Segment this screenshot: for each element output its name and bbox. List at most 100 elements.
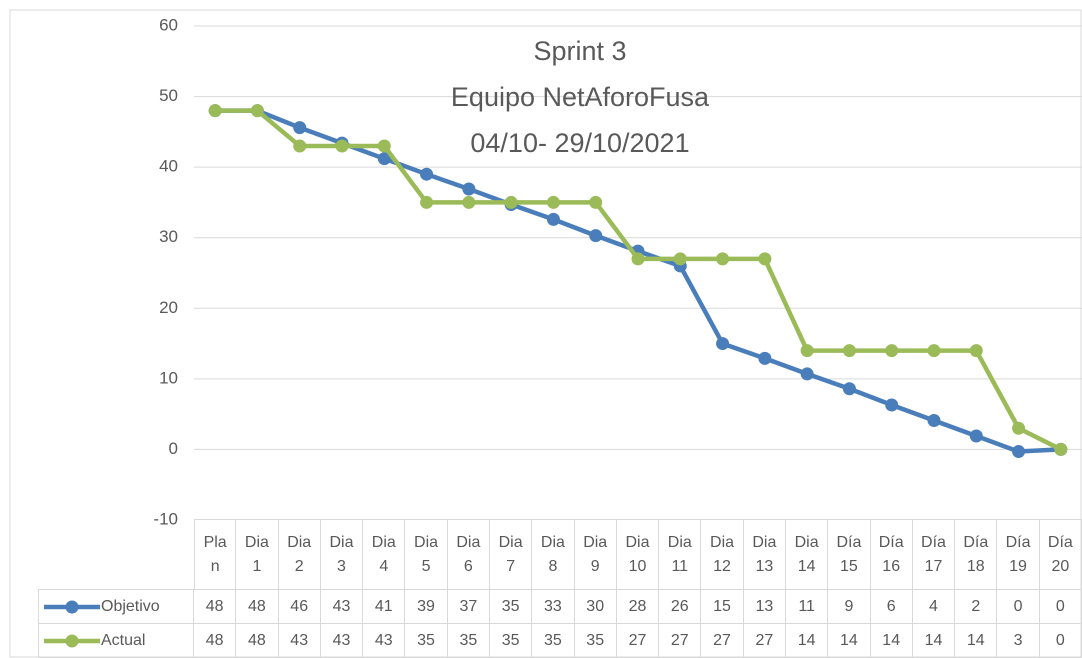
data-point	[631, 252, 645, 266]
table-value: 35	[405, 624, 448, 658]
x-tick-label: Día 15	[828, 520, 871, 590]
table-top-border	[38, 589, 194, 590]
table-value: 35	[532, 624, 575, 658]
table-value: 43	[278, 624, 321, 658]
table-value: 33	[532, 590, 575, 624]
y-tick-label: -10	[153, 509, 178, 528]
x-tick-label: Dia 12	[701, 520, 744, 590]
x-tick-label: Dia 14	[786, 520, 829, 590]
x-tick-label: Día 20	[1039, 520, 1082, 590]
table-value: 9	[828, 590, 871, 624]
x-tick-label: Dia 13	[743, 520, 786, 590]
data-point	[842, 344, 856, 358]
x-tick-label: Dia 8	[532, 520, 575, 590]
x-tick-label: Dia 1	[236, 520, 279, 590]
table-value: 43	[363, 624, 406, 658]
data-point	[885, 398, 899, 412]
table-value: 14	[955, 624, 998, 658]
x-tick-label: Dia 4	[363, 520, 406, 590]
data-point	[758, 252, 772, 266]
table-value: 35	[490, 624, 533, 658]
chart-title: Sprint 3	[533, 36, 626, 66]
table-value: 15	[701, 590, 744, 624]
table-value: 35	[574, 624, 617, 658]
data-point	[716, 337, 730, 351]
series-line	[215, 108, 1061, 454]
data-point	[462, 182, 476, 196]
x-tick-label: Dia 5	[405, 520, 448, 590]
data-point	[927, 344, 941, 358]
table-value: 14	[870, 624, 913, 658]
data-point	[420, 195, 434, 209]
table-top-border	[194, 519, 1082, 520]
data-point	[1012, 421, 1026, 435]
x-tick-label: Dia 3	[320, 520, 364, 590]
table-value: 37	[447, 590, 490, 624]
data-point	[589, 229, 603, 243]
table-value: 0	[1039, 590, 1082, 624]
y-tick-label: 10	[159, 368, 178, 387]
table-value: 39	[405, 590, 448, 624]
data-point	[1054, 442, 1068, 456]
x-tick-label: Dia 11	[659, 520, 702, 590]
data-point	[546, 212, 560, 226]
data-point	[969, 344, 983, 358]
table-value: 46	[278, 590, 321, 624]
table-value: 35	[447, 624, 490, 658]
table-value: 0	[997, 590, 1040, 624]
data-point	[293, 139, 307, 153]
y-tick-label: 20	[159, 298, 178, 317]
data-point	[546, 195, 560, 209]
table-value: 35	[490, 590, 533, 624]
data-point	[462, 195, 476, 209]
data-point	[927, 413, 941, 427]
x-tick-label: Plan	[194, 520, 237, 590]
data-point	[842, 382, 856, 396]
table-value: 48	[236, 624, 279, 658]
x-tick-label: Dia 10	[616, 520, 660, 590]
table-value: 30	[574, 590, 617, 624]
x-tick-label: Dia 6	[447, 520, 490, 590]
x-tick-label: Día 19	[997, 520, 1040, 590]
table-value: 6	[870, 590, 913, 624]
legend-marker	[65, 634, 79, 648]
legend-label: Actual	[38, 624, 194, 658]
x-tick-label: Día 16	[870, 520, 913, 590]
table-value: 43	[320, 590, 364, 624]
x-tick-label: Dia 7	[490, 520, 533, 590]
x-tick-label: Dia 9	[574, 520, 617, 590]
data-point	[716, 252, 730, 266]
data-point	[420, 167, 434, 181]
data-point	[800, 344, 814, 358]
table-value: 2	[955, 590, 998, 624]
data-point	[969, 429, 983, 443]
table-value: 48	[236, 590, 279, 624]
data-point	[800, 367, 814, 381]
table-value: 27	[701, 624, 744, 658]
legend-label: Objetivo	[38, 590, 194, 624]
data-point	[1012, 445, 1026, 459]
table-value: 27	[743, 624, 786, 658]
data-point	[589, 195, 603, 209]
y-tick-label: 0	[169, 439, 178, 458]
x-tick-label: Día 18	[955, 520, 998, 590]
chart-title: 04/10- 29/10/2021	[470, 128, 689, 158]
data-point	[293, 121, 307, 135]
table-value: 0	[1039, 624, 1082, 658]
table-value: 27	[616, 624, 660, 658]
table-value: 43	[320, 624, 364, 658]
table-value: 28	[616, 590, 660, 624]
data-point	[377, 139, 391, 153]
table-value: 3	[997, 624, 1040, 658]
table-value: 26	[659, 590, 702, 624]
data-point	[377, 152, 391, 166]
table-value: 14	[912, 624, 956, 658]
chart-title: Equipo NetAforoFusa	[451, 82, 710, 112]
y-tick-label: 30	[159, 227, 178, 246]
table-value: 14	[786, 624, 829, 658]
table-value: 4	[912, 590, 956, 624]
data-point	[208, 104, 222, 118]
data-point	[673, 252, 687, 266]
